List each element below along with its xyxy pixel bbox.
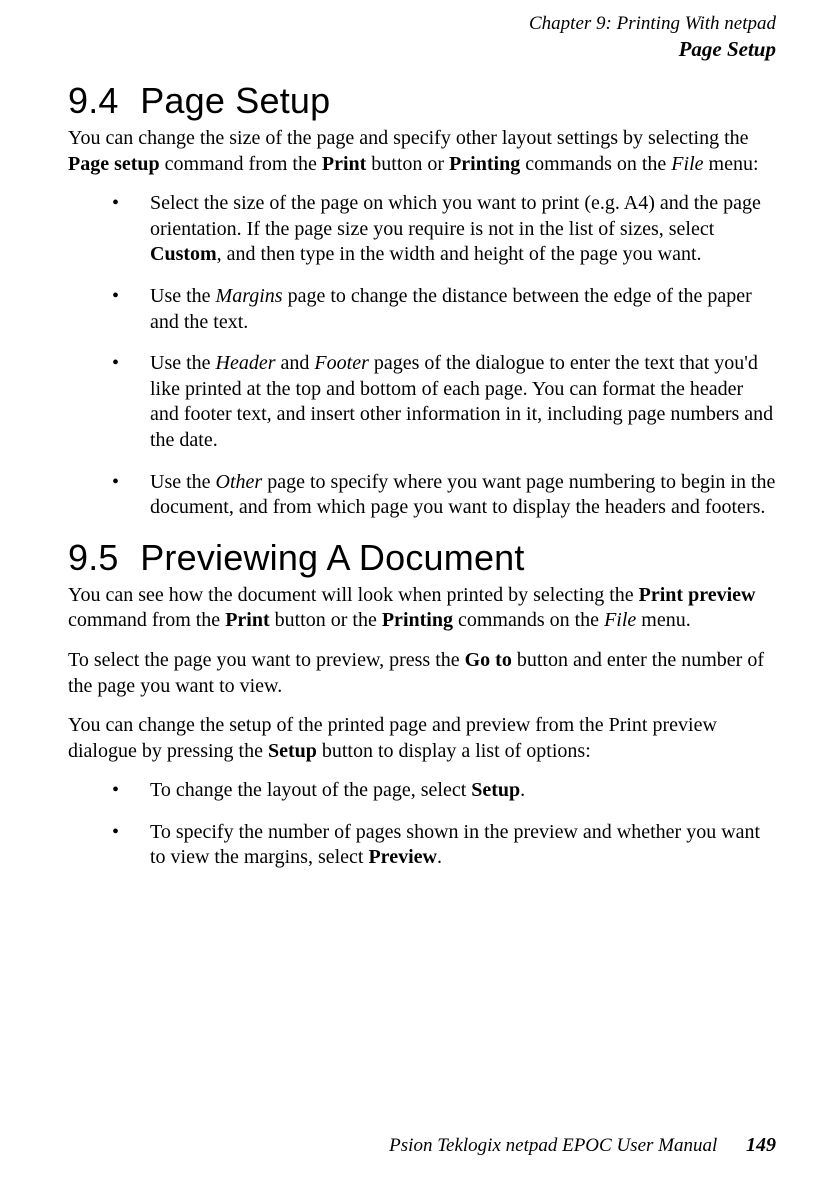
text: Use the — [150, 285, 216, 307]
bold-setup: Setup — [268, 740, 317, 762]
bullet-item: To change the layout of the page, select… — [112, 778, 776, 804]
section-line: Page Setup — [68, 36, 776, 62]
italic-other: Other — [216, 471, 263, 493]
heading-title: Previewing A Document — [140, 537, 524, 578]
text: . — [520, 779, 525, 801]
running-footer: Psion Teklogix netpad EPOC User Manual 1… — [389, 1134, 776, 1157]
italic-margins: Margins — [216, 285, 283, 307]
italic-footer: Footer — [314, 352, 368, 374]
bold-print: Print — [322, 153, 366, 175]
text: button or — [366, 153, 449, 175]
heading-9-4: 9.4 Page Setup — [68, 80, 776, 122]
bullet-item: Use the Other page to specify where you … — [112, 470, 776, 521]
bullets-9-4: Select the size of the page on which you… — [68, 191, 776, 521]
text: commands on the — [453, 609, 604, 631]
bold-print: Print — [225, 609, 269, 631]
text: button or the — [270, 609, 382, 631]
bold-print-preview: Print preview — [639, 584, 756, 606]
text: , and then type in the width and height … — [217, 243, 702, 265]
running-header: Chapter 9: Printing With netpad Page Set… — [68, 12, 776, 62]
intro-9-4: You can change the size of the page and … — [68, 126, 776, 177]
heading-9-5: 9.5 Previewing A Document — [68, 537, 776, 579]
text: command from the — [68, 609, 225, 631]
text: button to display a list of options: — [317, 740, 591, 762]
text: and — [276, 352, 315, 374]
manual-title: Psion Teklogix netpad EPOC User Manual — [389, 1135, 717, 1156]
para-9-5-3: You can change the setup of the printed … — [68, 713, 776, 764]
bullet-item: Select the size of the page on which you… — [112, 191, 776, 268]
heading-title: Page Setup — [140, 80, 330, 121]
bullet-item: To specify the number of pages shown in … — [112, 820, 776, 871]
bold-setup: Setup — [471, 779, 520, 801]
bullet-item: Use the Margins page to change the dista… — [112, 284, 776, 335]
bold-custom: Custom — [150, 243, 217, 265]
text: command from the — [160, 153, 322, 175]
italic-header: Header — [216, 352, 276, 374]
text: You can see how the document will look w… — [68, 584, 639, 606]
text: Use the — [150, 352, 216, 374]
text: Select the size of the page on which you… — [150, 192, 761, 240]
bold-printing: Printing — [382, 609, 453, 631]
bold-printing: Printing — [449, 153, 520, 175]
text: To change the layout of the page, select — [150, 779, 471, 801]
text: To specify the number of pages shown in … — [150, 821, 760, 869]
italic-file: File — [671, 153, 703, 175]
bullet-item: Use the Header and Footer pages of the d… — [112, 351, 776, 453]
page: Chapter 9: Printing With netpad Page Set… — [0, 0, 836, 1199]
text: commands on the — [520, 153, 671, 175]
chapter-line: Chapter 9: Printing With netpad — [68, 12, 776, 36]
text: Use the — [150, 471, 216, 493]
bold-go-to: Go to — [465, 649, 512, 671]
page-number: 149 — [746, 1134, 776, 1156]
text: To select the page you want to preview, … — [68, 649, 465, 671]
text: menu. — [636, 609, 690, 631]
para-9-5-1: You can see how the document will look w… — [68, 583, 776, 634]
italic-file: File — [604, 609, 636, 631]
bold-preview: Preview — [368, 846, 437, 868]
heading-number: 9.4 — [68, 80, 130, 122]
text: You can change the size of the page and … — [68, 127, 749, 149]
text: menu: — [704, 153, 759, 175]
para-9-5-2: To select the page you want to preview, … — [68, 648, 776, 699]
bold-page-setup: Page setup — [68, 153, 160, 175]
heading-number: 9.5 — [68, 537, 130, 579]
text: . — [437, 846, 442, 868]
bullets-9-5: To change the layout of the page, select… — [68, 778, 776, 871]
